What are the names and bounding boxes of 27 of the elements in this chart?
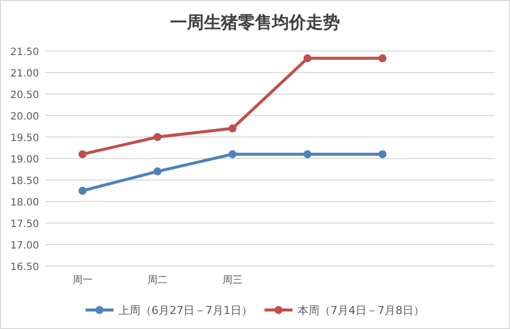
point (228, 124, 236, 132)
point (78, 150, 86, 158)
point (228, 150, 236, 158)
legend-label: 本周（7月4日－7月8日） (298, 304, 424, 317)
y-tick-label: 19.50 (10, 133, 39, 144)
x-tick-label: 周三 (222, 275, 242, 286)
y-tick-label: 19.00 (10, 154, 39, 166)
legend-label: 上周（6月27日－7月1日） (118, 304, 252, 317)
y-tick-label: 20.00 (10, 112, 39, 122)
point (378, 150, 386, 158)
y-tick-label: 21.00 (10, 68, 39, 80)
y-tick-label: 18.00 (10, 198, 39, 208)
point (304, 54, 312, 62)
chart-title: 一周生猪零售均价走势 (170, 13, 340, 33)
y-tick-label: 18.50 (10, 176, 39, 187)
y-tick-label: 17.00 (10, 240, 39, 252)
point (378, 54, 386, 62)
point (154, 133, 162, 141)
y-tick-label: 21.50 (10, 47, 39, 58)
y-tick-label: 20.50 (10, 90, 39, 101)
x-tick-label: 周二 (148, 275, 168, 286)
point (304, 150, 312, 158)
x-tick-label: 周一 (72, 275, 92, 286)
y-tick-label: 16.50 (10, 262, 39, 273)
y-tick-label: 17.50 (10, 219, 39, 230)
point (78, 186, 86, 195)
point (154, 167, 162, 176)
